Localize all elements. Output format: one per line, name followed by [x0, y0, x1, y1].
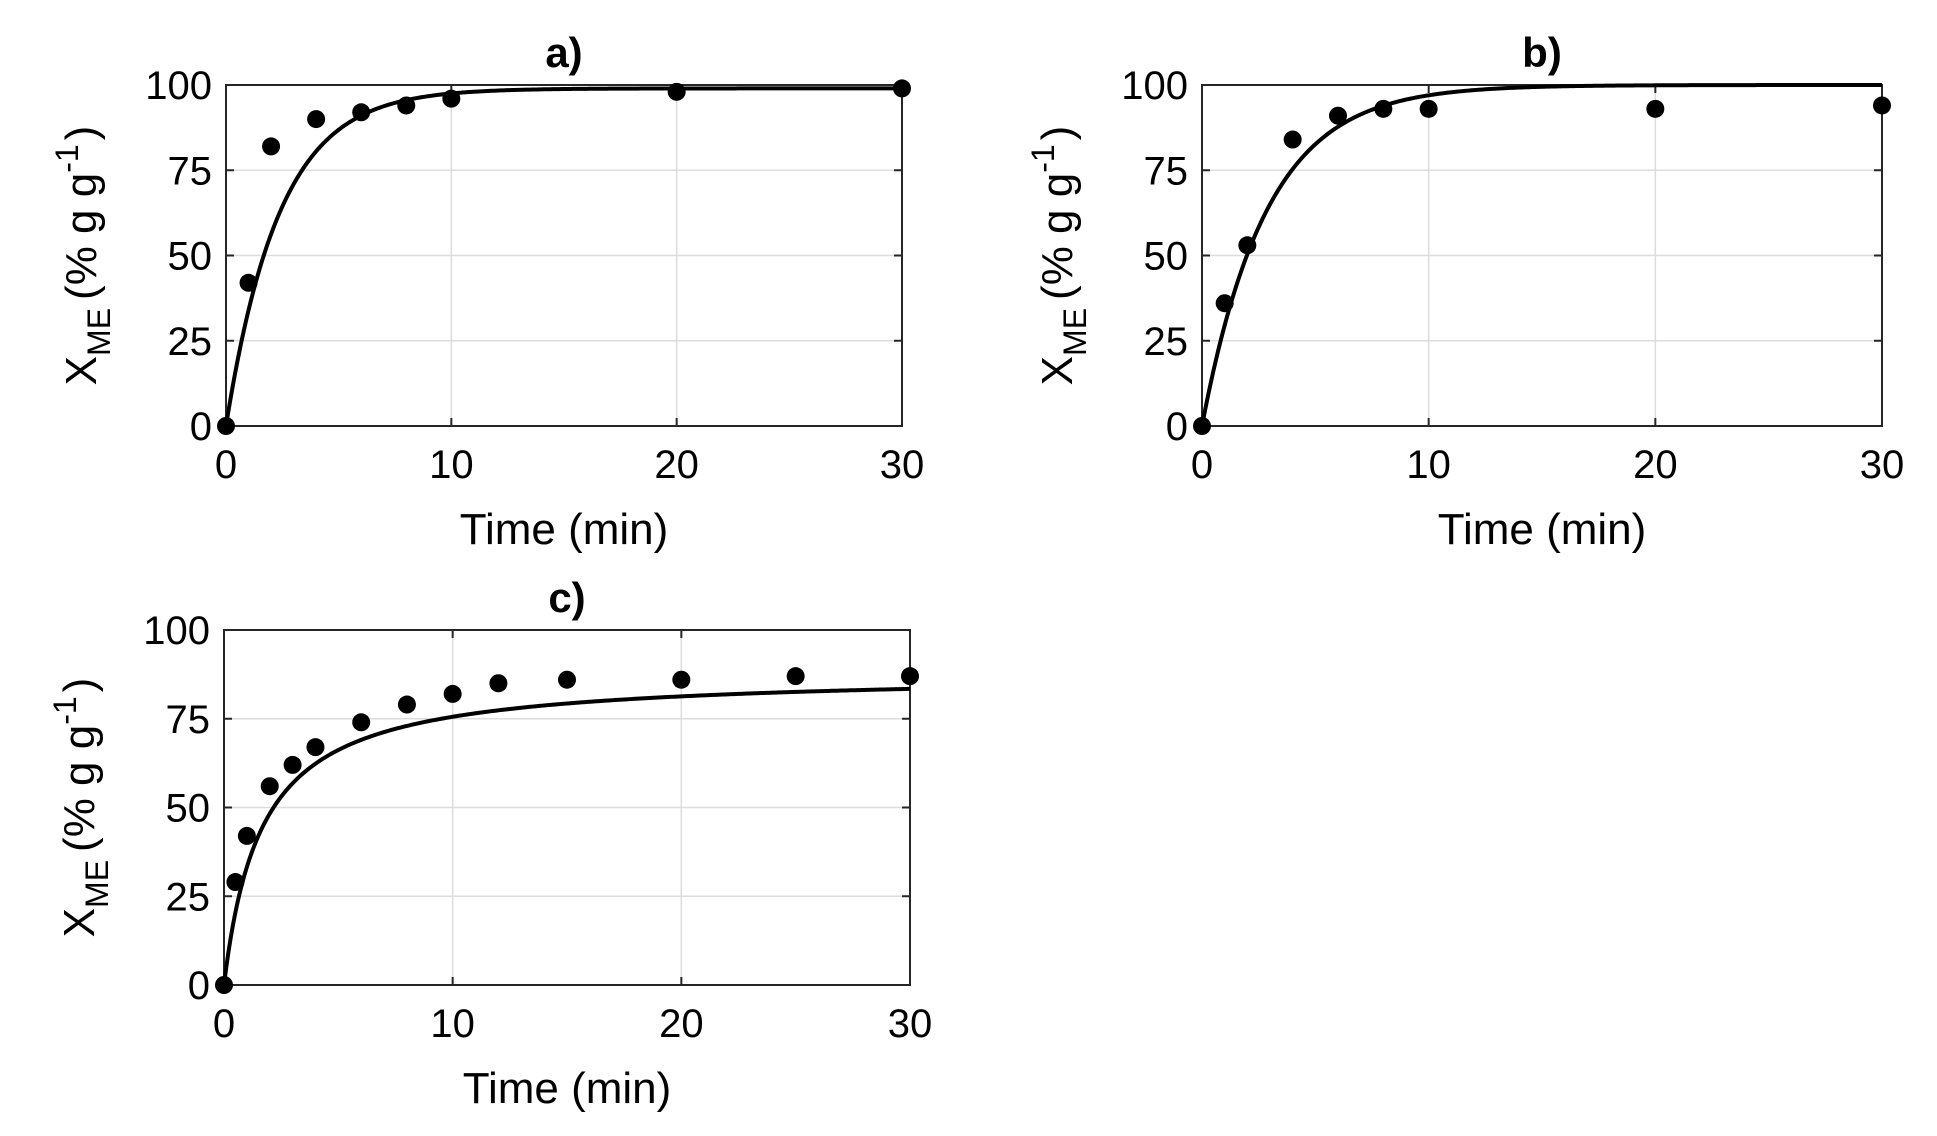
x-tick-label: 10: [429, 443, 474, 487]
x-tick-label: 0: [213, 1002, 235, 1046]
data-point: [237, 826, 256, 845]
data-point: [226, 873, 245, 892]
chart-title: c): [548, 574, 585, 621]
y-tick-label: 50: [168, 235, 213, 279]
data-point: [442, 89, 461, 108]
y-tick-label: 100: [143, 609, 210, 653]
data-point: [1646, 99, 1665, 118]
y-axis-label-main: X: [1033, 356, 1082, 385]
fit-curve: [1200, 83, 1882, 427]
data-point: [1374, 99, 1393, 118]
y-axis-label-units: (% g g: [57, 173, 106, 300]
data-point: [489, 674, 508, 693]
y-axis-label-superscript: -1: [1025, 144, 1061, 172]
data-point: [397, 96, 416, 115]
y-axis-label-close: ): [1033, 126, 1082, 141]
y-axis-label-main: X: [57, 356, 106, 385]
y-axis-label-close: ): [55, 678, 104, 693]
data-point: [352, 713, 371, 732]
x-tick-label: 20: [1633, 443, 1678, 487]
x-tick-label: 0: [215, 443, 237, 487]
y-tick-label: 100: [145, 64, 212, 108]
data-point: [1193, 417, 1211, 435]
x-tick-label: 20: [659, 1002, 704, 1046]
data-point: [1238, 236, 1257, 255]
y-axis-label-units: (% g g: [55, 725, 104, 852]
data-point: [307, 110, 326, 129]
chart-panel-b: 0 10 20 30 0 25 50 75 100 b) Time (min) XME (% g g-1…: [1025, 29, 1904, 554]
x-tick-label: 30: [880, 443, 925, 487]
data-point: [667, 82, 686, 101]
x-axis-label: Time (min): [460, 505, 669, 554]
chart-title: b): [1522, 29, 1562, 76]
y-tick-label: 0: [190, 405, 212, 449]
y-axis-label-subscript: ME: [1057, 308, 1093, 356]
y-axis-label: XME (% g g-1): [49, 126, 117, 386]
data-point: [893, 79, 911, 98]
x-tick-label: 10: [430, 1002, 475, 1046]
data-point: [239, 273, 258, 292]
y-tick-label: 0: [188, 964, 210, 1008]
y-tick-label: 25: [166, 875, 211, 919]
y-tick-label: 50: [166, 787, 211, 831]
y-axis-label-units: (% g g: [1033, 173, 1082, 300]
data-point: [262, 137, 281, 156]
data-point: [1419, 99, 1438, 118]
data-point: [443, 684, 462, 703]
y-tick-label: 25: [1144, 320, 1189, 364]
data-point: [215, 976, 233, 994]
data-point: [1215, 294, 1234, 313]
data-point: [397, 695, 416, 714]
fit-curve: [224, 86, 902, 427]
y-axis-label-close: ): [57, 126, 106, 141]
x-axis-label: Time (min): [463, 1064, 672, 1113]
x-axis-label: Time (min): [1438, 505, 1647, 554]
y-tick-label: 0: [1166, 405, 1188, 449]
data-point: [260, 777, 279, 796]
y-axis-label: XME (% g g-1): [47, 678, 115, 938]
y-tick-label: 75: [166, 698, 211, 742]
x-tick-label: 0: [1191, 443, 1213, 487]
data-point: [1873, 96, 1891, 115]
y-tick-label: 100: [1121, 64, 1188, 108]
x-tick-label: 10: [1406, 443, 1451, 487]
y-tick-label: 75: [168, 149, 213, 193]
data-point: [1329, 106, 1347, 125]
data-point: [558, 670, 576, 689]
y-tick-label: 25: [168, 320, 213, 364]
data-point: [283, 755, 302, 774]
y-axis-label-main: X: [55, 908, 104, 937]
y-axis-label-subscript: ME: [79, 860, 115, 908]
chart-title: a): [545, 29, 582, 76]
data-point: [786, 667, 805, 686]
y-tick-label: 50: [1144, 235, 1189, 279]
fit-curve: [222, 686, 911, 986]
data-point: [306, 738, 325, 757]
x-tick-label: 30: [1860, 443, 1905, 487]
data-point: [1283, 130, 1302, 149]
data-point: [352, 103, 371, 122]
x-tick-label: 30: [888, 1002, 933, 1046]
y-axis-label-superscript: -1: [49, 144, 85, 172]
y-tick-label: 75: [1144, 149, 1189, 193]
data-point: [217, 417, 235, 435]
y-axis-label-superscript: -1: [47, 696, 83, 724]
x-tick-label: 20: [654, 443, 699, 487]
y-axis-label-subscript: ME: [81, 308, 117, 356]
y-axis-label: XME (% g g-1): [1025, 126, 1093, 386]
data-point: [672, 670, 691, 689]
chart-panel-a: 0 10 20 30 0 25 50 75 100 a) Time (min) XME (% g g-1…: [49, 29, 924, 554]
chart-panel-c: 0 10 20 30 0 25 50 75 100 c) Time (min) XME (% g g-1…: [47, 574, 932, 1113]
data-point: [901, 667, 919, 686]
